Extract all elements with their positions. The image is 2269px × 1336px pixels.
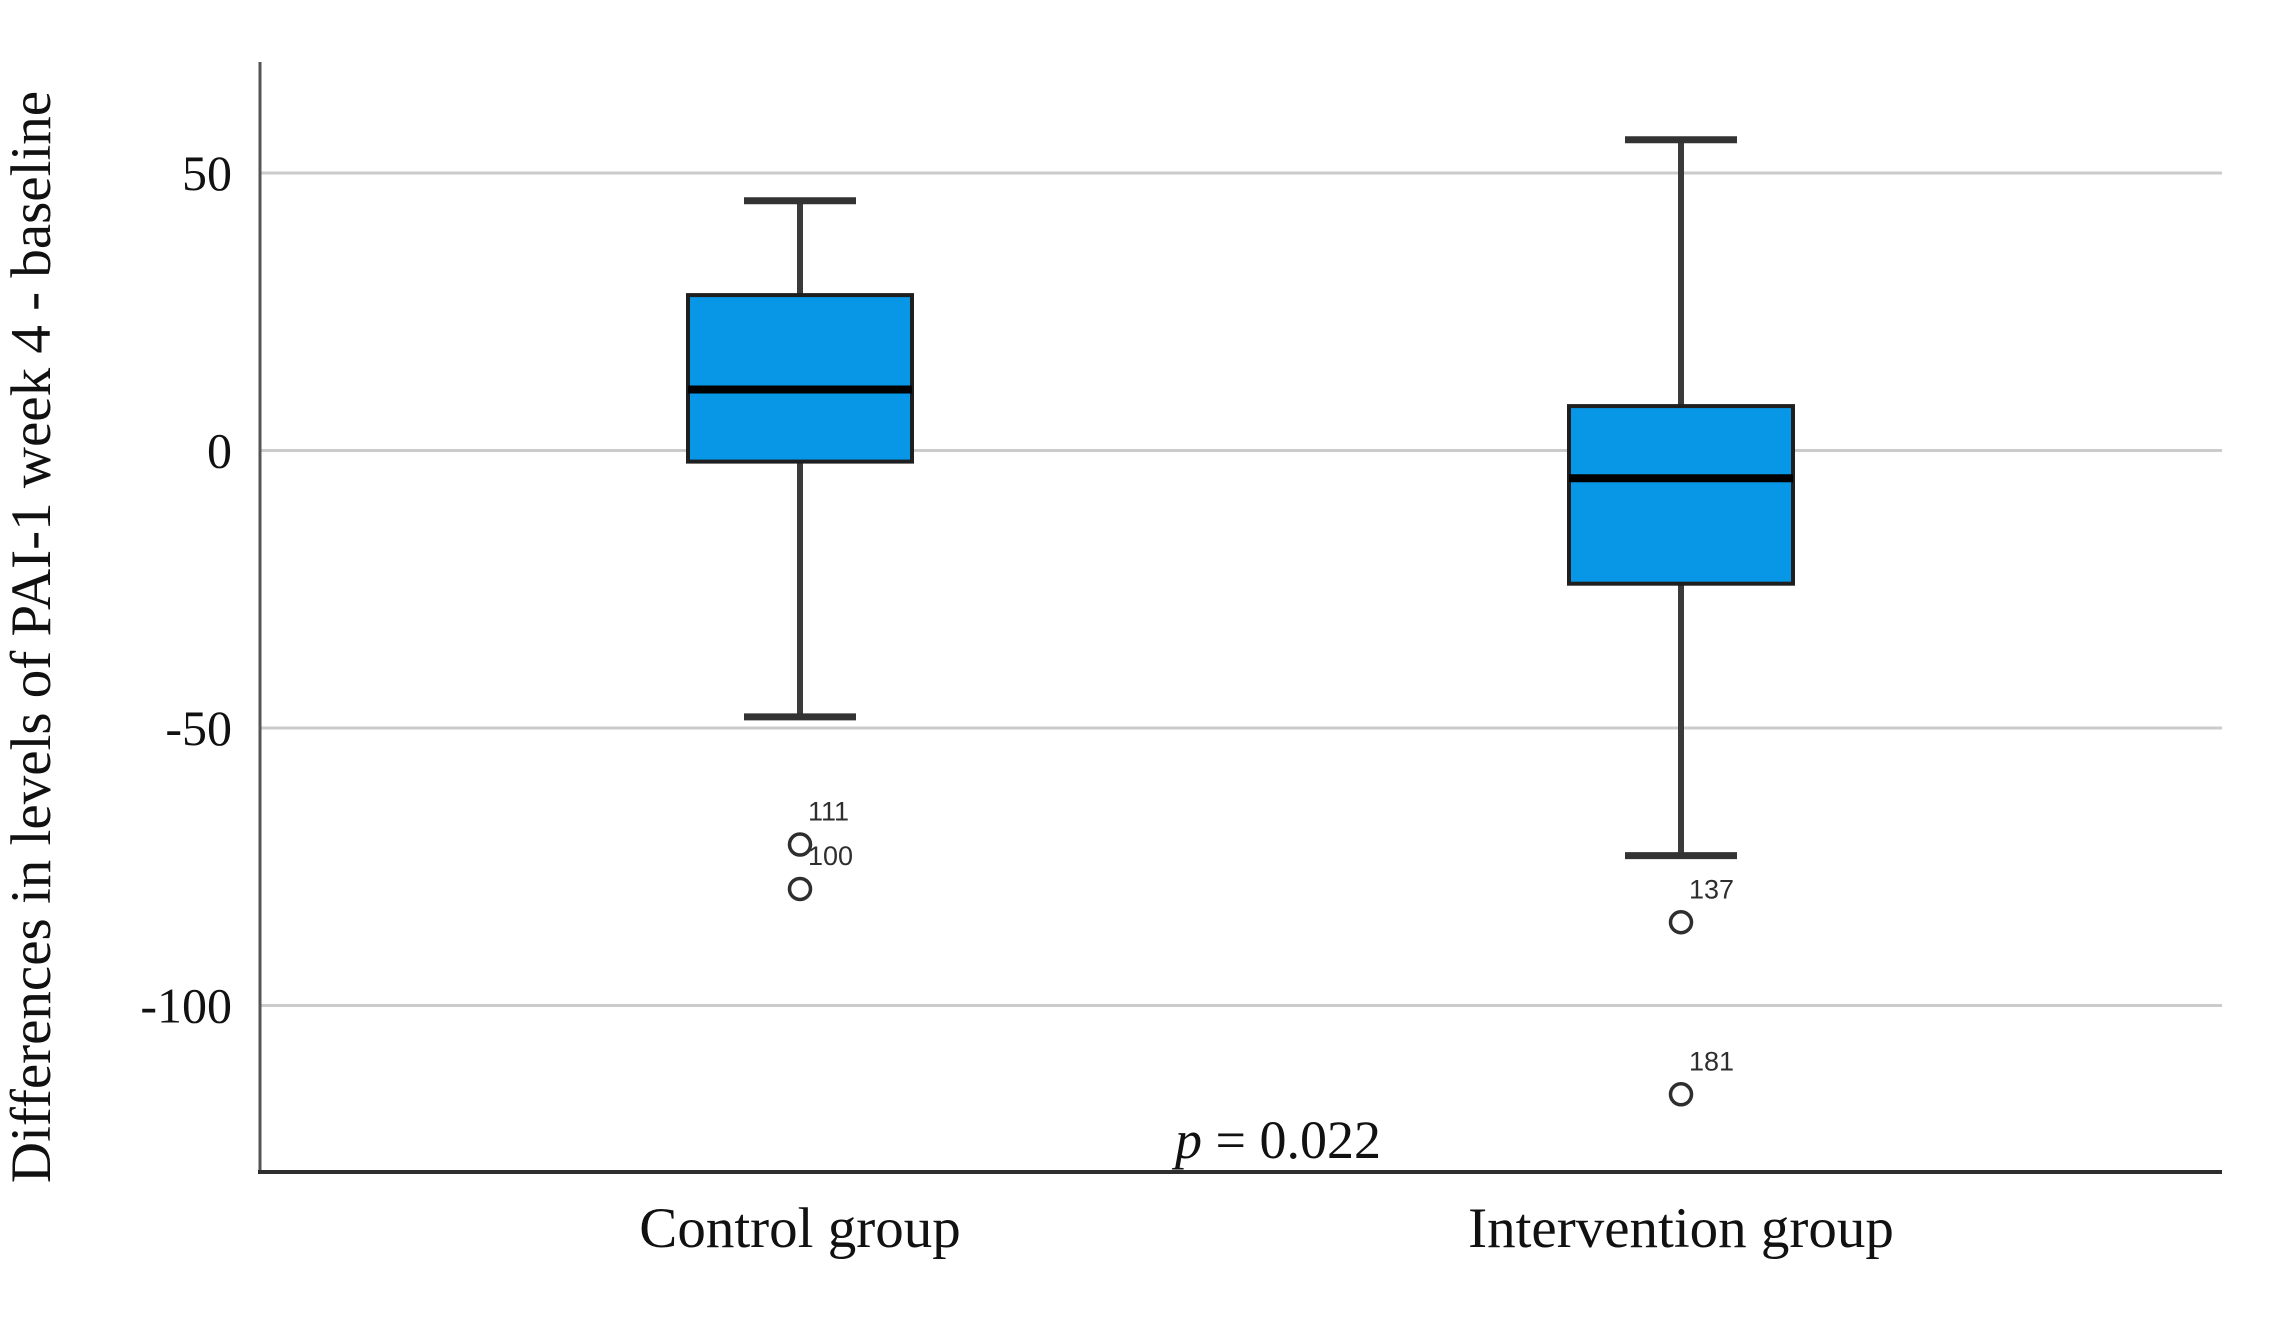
outlier-point-control-group-111 — [787, 832, 813, 857]
ytick-label-0: 0 — [207, 423, 232, 479]
iqr-box-intervention-group — [1567, 404, 1795, 586]
ytick-label--100: -100 — [140, 978, 232, 1034]
outlier-point-intervention-group-181 — [1668, 1082, 1694, 1107]
outlier-point-intervention-group-137 — [1668, 910, 1694, 935]
p-value-annotation: p = 0.022 — [1171, 1110, 1381, 1170]
y-axis-label: Differences in levels of PAI-1 week 4 - … — [0, 91, 63, 1183]
outlier-point-control-group-100 — [787, 876, 813, 902]
category-label-intervention-group: Intervention group — [1468, 1197, 1894, 1260]
category-label-control-group: Control group — [639, 1197, 960, 1260]
ytick-label-50: 50 — [182, 145, 232, 201]
outlier-label-intervention-group-137: 137 — [1689, 874, 1734, 904]
outlier-label-control-group-100: 100 — [808, 841, 853, 871]
outlier-label-control-group-111: 111 — [808, 797, 849, 827]
outlier-label-intervention-group-181: 181 — [1689, 1046, 1734, 1076]
iqr-box-control-group — [686, 293, 914, 464]
ytick-label--50: -50 — [165, 700, 232, 756]
